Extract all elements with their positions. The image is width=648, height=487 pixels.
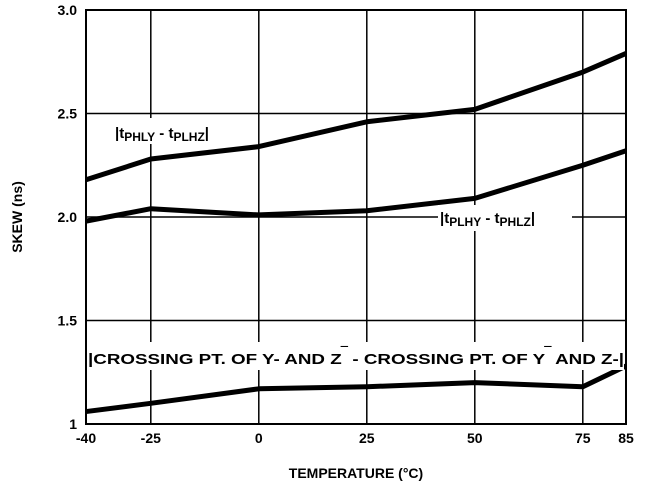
x-tick-label: 0 bbox=[255, 430, 263, 446]
y-axis-label: SKEW (ns) bbox=[9, 181, 25, 253]
annotation-upper-bg bbox=[112, 118, 252, 144]
annotation-upper: |tPHLY - tPLHZ| bbox=[115, 125, 209, 144]
plot-frame bbox=[85, 9, 627, 425]
y-tick-label: 2.0 bbox=[58, 209, 78, 225]
y-tick-label: 1 bbox=[69, 416, 77, 432]
x-tick-label: -25 bbox=[141, 430, 161, 446]
series-line-1 bbox=[85, 51, 627, 183]
annotation-lower-bg bbox=[88, 342, 624, 370]
annotation-middle: |tPLHY - tPHLZ| bbox=[440, 210, 535, 229]
x-axis-label: TEMPERATURE (°C) bbox=[289, 465, 423, 481]
series-line-3 bbox=[85, 363, 628, 415]
annotation-middle-bg bbox=[438, 205, 572, 231]
x-tick-labels: -40 -25 0 25 50 75 85 bbox=[76, 430, 634, 446]
y-tick-labels: 1 1.5 2.0 2.5 3.0 bbox=[58, 2, 78, 432]
x-tick-label: 50 bbox=[467, 430, 483, 446]
series-line-2 bbox=[85, 148, 627, 224]
y-tick-label: 1.5 bbox=[58, 313, 78, 329]
x-tick-label: 75 bbox=[575, 430, 591, 446]
series-layer bbox=[85, 51, 628, 415]
annotation-lower: |CROSSING PT. OF Y- AND Z ‾ - CROSSING PT… bbox=[88, 344, 624, 368]
x-tick-label: 85 bbox=[618, 430, 634, 446]
y-tick-label: 3.0 bbox=[58, 2, 78, 18]
grid-lines bbox=[86, 10, 626, 424]
y-tick-label: 2.5 bbox=[58, 106, 78, 122]
x-tick-label: -40 bbox=[76, 430, 96, 446]
x-tick-label: 25 bbox=[359, 430, 375, 446]
